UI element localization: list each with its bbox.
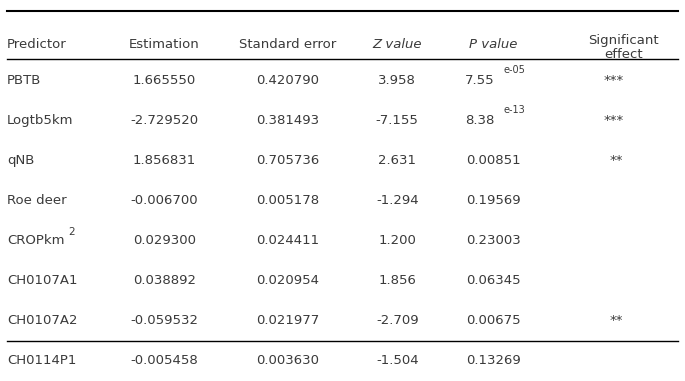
Text: 0.021977: 0.021977 — [256, 314, 319, 327]
Text: Estimation: Estimation — [129, 38, 200, 51]
Text: 0.00851: 0.00851 — [466, 154, 521, 166]
Text: ***: *** — [603, 74, 623, 86]
Text: -1.504: -1.504 — [376, 354, 419, 367]
Text: 0.003630: 0.003630 — [256, 354, 319, 367]
Text: Significant: Significant — [588, 34, 659, 47]
Text: 3.958: 3.958 — [378, 74, 416, 86]
Text: -2.729520: -2.729520 — [130, 114, 199, 126]
Text: Standard error: Standard error — [239, 38, 336, 51]
Text: 0.381493: 0.381493 — [256, 114, 319, 126]
Text: 0.020954: 0.020954 — [256, 274, 319, 287]
Text: e-05: e-05 — [503, 66, 525, 75]
Text: Roe deer: Roe deer — [7, 194, 66, 207]
Text: 0.420790: 0.420790 — [256, 74, 319, 86]
Text: CH0107A1: CH0107A1 — [7, 274, 77, 287]
Text: 0.19569: 0.19569 — [466, 194, 521, 207]
Text: 0.038892: 0.038892 — [133, 274, 196, 287]
Text: 8.38: 8.38 — [465, 114, 494, 126]
Text: CH0114P1: CH0114P1 — [7, 354, 76, 367]
Text: effect: effect — [604, 48, 643, 61]
Text: CH0107A2: CH0107A2 — [7, 314, 77, 327]
Text: 0.029300: 0.029300 — [133, 234, 196, 247]
Text: 0.13269: 0.13269 — [466, 354, 521, 367]
Text: -0.005458: -0.005458 — [131, 354, 198, 367]
Text: 2: 2 — [68, 227, 75, 237]
Text: 0.00675: 0.00675 — [466, 314, 521, 327]
Text: PBTB: PBTB — [7, 74, 41, 86]
Text: 0.06345: 0.06345 — [466, 274, 521, 287]
Text: 0.23003: 0.23003 — [466, 234, 521, 247]
Text: 0.705736: 0.705736 — [256, 154, 319, 166]
Text: 2.631: 2.631 — [378, 154, 416, 166]
Text: e-13: e-13 — [503, 106, 525, 115]
Text: 1.665550: 1.665550 — [133, 74, 196, 86]
Text: 1.856: 1.856 — [378, 274, 416, 287]
Text: P value: P value — [469, 38, 517, 51]
Text: ***: *** — [603, 114, 623, 126]
Text: Z value: Z value — [373, 38, 422, 51]
Text: 1.856831: 1.856831 — [133, 154, 196, 166]
Text: **: ** — [610, 314, 623, 327]
Text: -7.155: -7.155 — [376, 114, 419, 126]
Text: -0.059532: -0.059532 — [130, 314, 199, 327]
Text: **: ** — [610, 154, 623, 166]
Text: CROPkm: CROPkm — [7, 234, 64, 247]
Text: Predictor: Predictor — [7, 38, 66, 51]
Text: qNB: qNB — [7, 154, 34, 166]
Text: -1.294: -1.294 — [376, 194, 419, 207]
Text: 0.024411: 0.024411 — [256, 234, 319, 247]
Text: 0.005178: 0.005178 — [256, 194, 319, 207]
Text: 1.200: 1.200 — [378, 234, 416, 247]
Text: -2.709: -2.709 — [376, 314, 419, 327]
Text: 7.55: 7.55 — [464, 74, 495, 86]
Text: -0.006700: -0.006700 — [131, 194, 198, 207]
Text: Logtb5km: Logtb5km — [7, 114, 73, 126]
